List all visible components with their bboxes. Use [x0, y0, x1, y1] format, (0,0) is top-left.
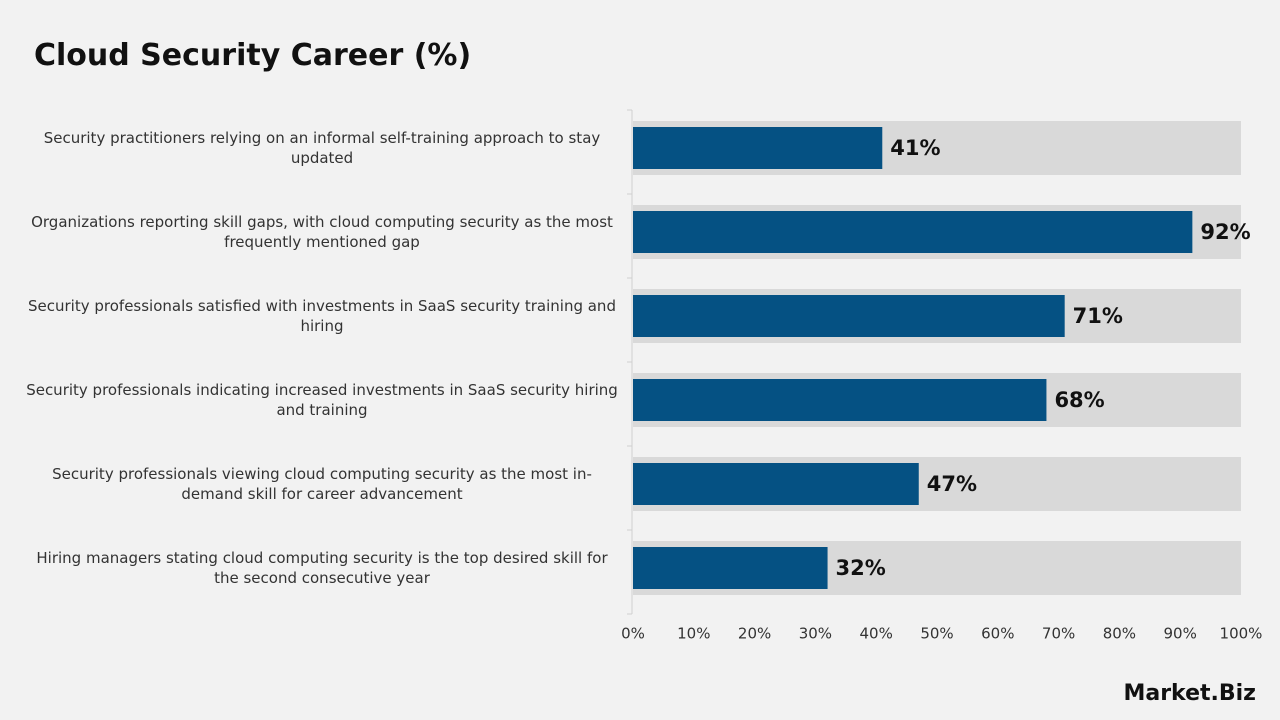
y-tick-label: Security professionals viewing cloud com…: [52, 465, 592, 503]
value-label: 47%: [927, 472, 977, 496]
bar: [633, 211, 1193, 253]
x-tick-label: 40%: [860, 625, 893, 643]
x-tick-label: 50%: [920, 625, 953, 643]
x-tick-label: 0%: [621, 625, 645, 643]
y-tick-label: Security professionals indicating increa…: [26, 381, 618, 419]
x-tick-label: 70%: [1042, 625, 1075, 643]
y-tick-label: Security practitioners relying on an inf…: [43, 129, 601, 167]
x-tick-label: 60%: [981, 625, 1014, 643]
x-tick-label: 20%: [738, 625, 771, 643]
value-label: 92%: [1200, 220, 1250, 244]
x-tick-label: 100%: [1220, 625, 1263, 643]
bar: [633, 379, 1047, 421]
x-tick-label: 80%: [1103, 625, 1136, 643]
bar: [633, 295, 1065, 337]
chart-title: Cloud Security Career (%): [34, 38, 472, 73]
y-tick-label: Hiring managers stating cloud computing …: [36, 549, 608, 587]
value-label: 68%: [1054, 388, 1104, 412]
x-tick-label: 10%: [677, 625, 710, 643]
value-label: 71%: [1073, 304, 1123, 328]
bar: [633, 127, 883, 169]
value-label: 41%: [890, 136, 940, 160]
bar: [633, 463, 919, 505]
y-tick-label: Security professionals satisfied with in…: [28, 297, 616, 335]
logo: Market.Biz: [1123, 681, 1256, 706]
value-label: 32%: [836, 556, 886, 580]
x-tick-label: 90%: [1164, 625, 1197, 643]
x-tick-label: 30%: [799, 625, 832, 643]
bar: [633, 547, 828, 589]
y-tick-label: Organizations reporting skill gaps, with…: [31, 213, 613, 251]
